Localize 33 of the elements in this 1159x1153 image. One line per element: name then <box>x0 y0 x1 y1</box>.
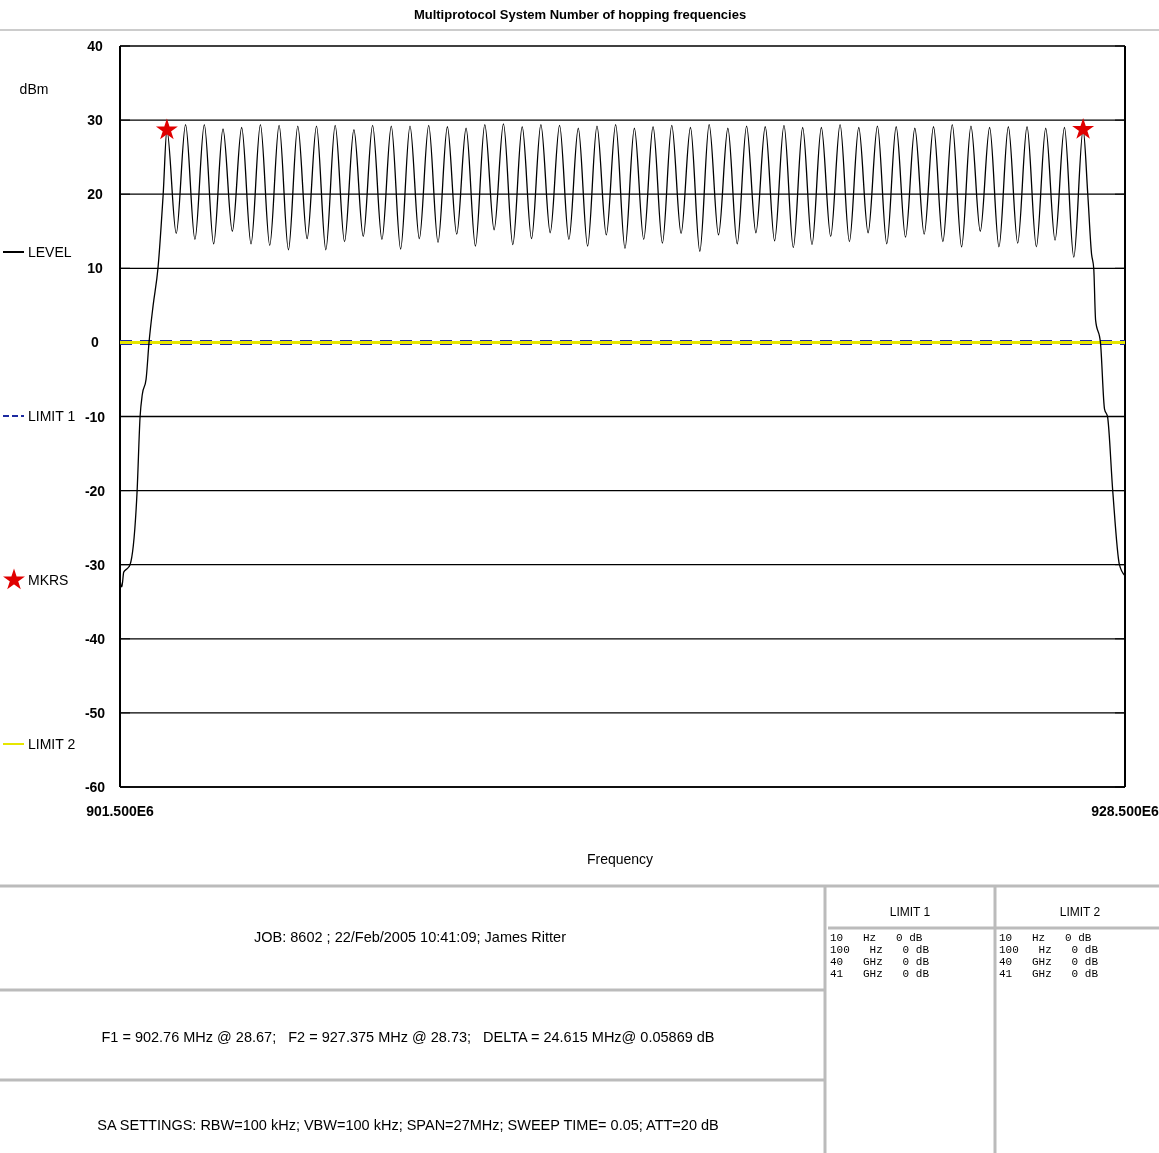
legend-label: LIMIT 2 <box>28 736 76 752</box>
text: 41 GHz 0 dB <box>830 968 930 980</box>
text: 100 Hz 0 dB <box>830 944 930 956</box>
y-tick-label: -30 <box>84 556 106 573</box>
legend-label: LIMIT 1 <box>28 408 76 424</box>
x-tick-label: 928.500E6 <box>1091 803 1159 819</box>
text: 41 GHz 0 dB <box>999 968 1099 980</box>
x-axis-title: Frequency <box>586 851 654 867</box>
text: 10 Hz 0 dB <box>830 932 923 944</box>
y-tick-label: 40 <box>87 38 103 54</box>
y-tick-label: -50 <box>84 704 106 721</box>
text: 40 GHz 0 dB <box>830 956 930 968</box>
text: LIMIT 2 <box>1059 905 1101 919</box>
legend-label: MKRS <box>28 572 69 588</box>
y-tick-label: 0 <box>91 334 100 351</box>
chart-title: Multiprotocol System Number of hopping frequencies <box>413 7 747 22</box>
y-axis-title: dBm <box>19 81 49 97</box>
text: SA SETTINGS: RBW=100 kHz; VBW=100 kHz; SPAN=27MHz; SWEEP TIME= 0.05; ATT=20 dB <box>97 1117 719 1133</box>
text: F1 = 902.76 MHz @ 28.67; F2 = 927.375 MHz @ 28.73; DELTA = 24.615 MHz@ 0.05869 dB <box>101 1029 715 1045</box>
text: JOB: 8602 ; 22/Feb/2005 10:41:09; James Ritter <box>254 929 567 945</box>
x-tick-label: 901.500E6 <box>86 803 155 819</box>
y-tick-label: -60 <box>84 779 106 795</box>
y-tick-label: 10 <box>87 260 103 277</box>
text: 100 Hz 0 dB <box>999 944 1099 956</box>
text: 40 GHz 0 dB <box>999 956 1099 968</box>
y-tick-label: -10 <box>84 408 106 425</box>
y-tick-label: 20 <box>87 186 103 203</box>
legend-label: LEVEL <box>28 244 72 260</box>
text: LIMIT 1 <box>889 905 931 919</box>
text: 10 Hz 0 dB <box>999 932 1092 944</box>
y-tick-label: 30 <box>87 112 103 129</box>
y-tick-label: -20 <box>84 482 106 499</box>
y-tick-label: -40 <box>84 630 106 647</box>
